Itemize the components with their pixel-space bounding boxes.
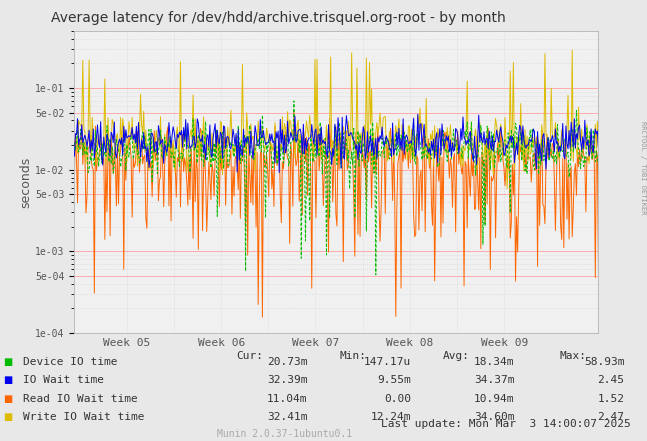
Text: 58.93m: 58.93m bbox=[584, 357, 624, 367]
Text: 34.60m: 34.60m bbox=[474, 412, 514, 422]
Text: Munin 2.0.37-1ubuntu0.1: Munin 2.0.37-1ubuntu0.1 bbox=[217, 429, 352, 439]
Text: 0.00: 0.00 bbox=[384, 394, 411, 404]
Text: ■: ■ bbox=[3, 375, 12, 385]
Text: Average latency for /dev/hdd/archive.trisquel.org-root - by month: Average latency for /dev/hdd/archive.tri… bbox=[51, 11, 505, 25]
Text: 2.45: 2.45 bbox=[597, 375, 624, 385]
Text: 2.47: 2.47 bbox=[597, 412, 624, 422]
Text: Min:: Min: bbox=[340, 351, 367, 361]
Text: IO Wait time: IO Wait time bbox=[23, 375, 104, 385]
Text: Last update: Mon Mar  3 14:00:07 2025: Last update: Mon Mar 3 14:00:07 2025 bbox=[381, 419, 631, 429]
Text: ■: ■ bbox=[3, 357, 12, 367]
Text: Device IO time: Device IO time bbox=[23, 357, 117, 367]
Text: 12.24m: 12.24m bbox=[370, 412, 411, 422]
Text: Avg:: Avg: bbox=[443, 351, 470, 361]
Text: Cur:: Cur: bbox=[236, 351, 263, 361]
Y-axis label: seconds: seconds bbox=[19, 156, 32, 208]
Text: 32.41m: 32.41m bbox=[267, 412, 307, 422]
Text: 32.39m: 32.39m bbox=[267, 375, 307, 385]
Text: ■: ■ bbox=[3, 412, 12, 422]
Text: Write IO Wait time: Write IO Wait time bbox=[23, 412, 144, 422]
Text: Read IO Wait time: Read IO Wait time bbox=[23, 394, 137, 404]
Text: 147.17u: 147.17u bbox=[364, 357, 411, 367]
Text: ■: ■ bbox=[3, 394, 12, 404]
Text: 11.04m: 11.04m bbox=[267, 394, 307, 404]
Text: 9.55m: 9.55m bbox=[377, 375, 411, 385]
Text: 20.73m: 20.73m bbox=[267, 357, 307, 367]
Text: 18.34m: 18.34m bbox=[474, 357, 514, 367]
Text: Max:: Max: bbox=[560, 351, 587, 361]
Text: RRCTOOL / TOBI OETIKER: RRCTOOL / TOBI OETIKER bbox=[640, 121, 646, 214]
Text: 1.52: 1.52 bbox=[597, 394, 624, 404]
Text: 34.37m: 34.37m bbox=[474, 375, 514, 385]
Text: 10.94m: 10.94m bbox=[474, 394, 514, 404]
